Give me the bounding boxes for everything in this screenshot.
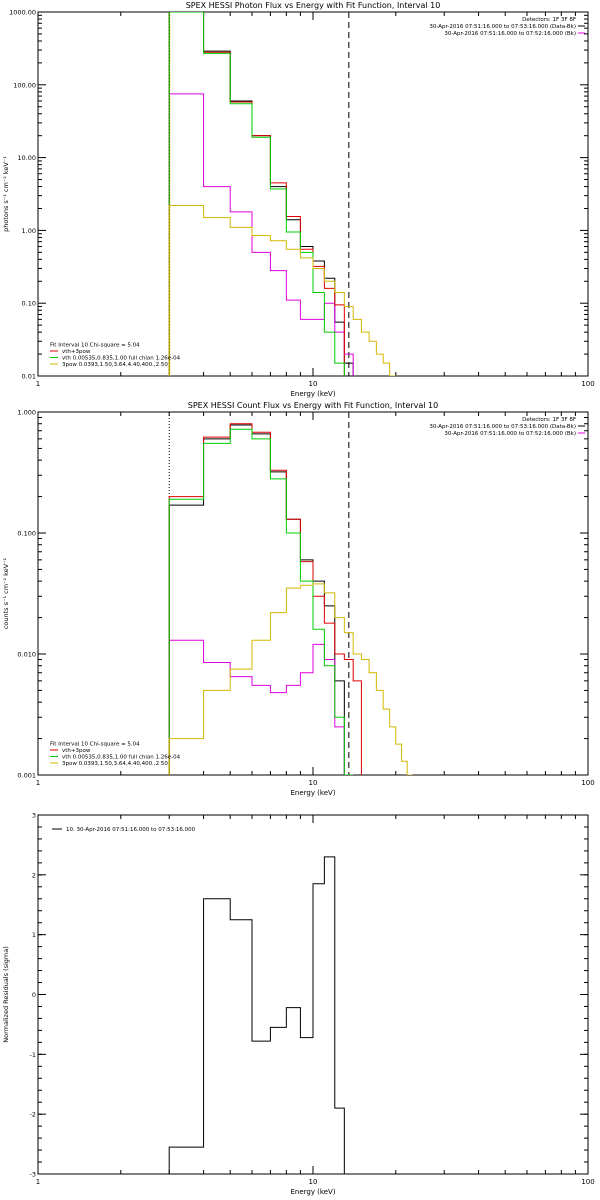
y-tick-label: 1000.00 bbox=[9, 9, 36, 17]
series-line-5 bbox=[168, 583, 413, 775]
legend-entry: vth+3pow bbox=[62, 349, 91, 355]
legend-entry: vth 0.00535,0.835,1.00 full chian 1.26e-… bbox=[62, 755, 181, 761]
header-line: Detectors: 1F 3F 8F bbox=[522, 417, 576, 423]
series-line-5 bbox=[168, 204, 396, 376]
y-axis-label: photons s⁻¹ cm⁻² keV⁻¹ bbox=[2, 156, 10, 232]
y-tick-label: 1.000 bbox=[17, 409, 36, 417]
series-group bbox=[168, 12, 396, 376]
plot-frame bbox=[37, 11, 589, 377]
series-line-1 bbox=[168, 856, 354, 1174]
chart-panel-3: 1 10 100 -3 -2 -1 0 1 2 3 Energy (keV) Normalized R… bbox=[2, 812, 595, 1197]
legend-entry: vth 0.00535,0.835,1.00 full chian 1.26e-… bbox=[62, 356, 181, 362]
series-line-4 bbox=[168, 428, 354, 775]
y-tick-label: 0.01 bbox=[22, 373, 36, 381]
series-line-1 bbox=[168, 424, 345, 775]
chart-panel-1: SPEX HESSI Photon Flux vs Energy with Fi… bbox=[2, 1, 595, 398]
x-axis-label: Energy (keV) bbox=[290, 390, 335, 398]
header-line: 30-Apr-2016 07:51:16.000 to 07:52:16.000… bbox=[444, 431, 576, 437]
legend-title: Fit Interval 10 Chi-square = 5.04 bbox=[50, 742, 140, 748]
header-line: Detectors: 1F 3F 8F bbox=[522, 17, 576, 23]
chart-title: SPEX HESSI Count Flux vs Energy with Fit… bbox=[188, 401, 439, 410]
y-tick-label: 0.100 bbox=[17, 530, 36, 538]
header-line: 30-Apr-2016 07:51:16.000 to 07:53:16.000… bbox=[429, 24, 576, 30]
x-tick-label: 100 bbox=[581, 380, 594, 388]
y-axis-label: Normalized Residuals (sigma) bbox=[2, 946, 10, 1043]
x-tick-label: 100 bbox=[581, 779, 594, 787]
x-tick-label: 10 bbox=[309, 779, 318, 787]
y-tick-label: 0.010 bbox=[17, 651, 36, 659]
header-line: 30-Apr-2016 07:51:16.000 to 07:52:16.000… bbox=[444, 31, 576, 37]
y-tick-label: -2 bbox=[30, 1111, 36, 1119]
x-tick-label: 10 bbox=[309, 1178, 318, 1186]
y-tick-label: 10.00 bbox=[17, 154, 36, 162]
x-tick-label: 100 bbox=[581, 1178, 594, 1186]
y-tick-label: 1.00 bbox=[22, 227, 36, 235]
y-tick-label: 0.10 bbox=[22, 300, 36, 308]
series-line-4 bbox=[168, 12, 345, 376]
y-tick-label: 100.00 bbox=[13, 81, 36, 89]
y-tick-label: 3 bbox=[32, 812, 36, 820]
x-tick-label: 1 bbox=[36, 1178, 40, 1186]
y-axis-label: counts s⁻¹ cm⁻² keV⁻¹ bbox=[2, 557, 10, 629]
y-tick-label: 2 bbox=[32, 871, 36, 879]
y-tick-label: 1 bbox=[32, 931, 36, 939]
header-line: 30-Apr-2016 07:51:16.000 to 07:53:16.000… bbox=[429, 424, 576, 430]
series-line-2 bbox=[168, 639, 354, 775]
x-tick-label: 1 bbox=[36, 779, 40, 787]
chart-title: SPEX HESSI Photon Flux vs Energy with Fi… bbox=[186, 1, 441, 10]
y-tick-label: 0.001 bbox=[17, 772, 36, 780]
legend-entry: 3pow 0.0393,1.50,3.64,4.40,400.,2.50 bbox=[62, 362, 168, 368]
series-group bbox=[168, 856, 354, 1174]
legend-entry: 3pow 0.0393,1.50,3.64,4.40,400.,2.50 bbox=[62, 761, 168, 767]
chart-panel-2: SPEX HESSI Count Flux vs Energy with Fit… bbox=[2, 401, 595, 797]
series-group bbox=[168, 423, 413, 775]
x-axis-label: Energy (keV) bbox=[290, 789, 335, 797]
legend-entry: 10. 30-Apr-2016 07:51:16.000 to 07:53:16… bbox=[66, 827, 196, 833]
x-axis-label: Energy (keV) bbox=[290, 1188, 335, 1196]
series-line-2 bbox=[168, 93, 354, 376]
series-line-1 bbox=[168, 12, 354, 376]
series-line-3 bbox=[168, 12, 345, 376]
series-line-3 bbox=[168, 423, 362, 775]
y-tick-label: 0 bbox=[32, 991, 36, 999]
legend-entry: vth+3pow bbox=[62, 748, 91, 754]
y-tick-label: -1 bbox=[30, 1051, 36, 1059]
x-tick-label: 1 bbox=[36, 380, 40, 388]
legend-title: Fit Interval 10 Chi-square = 5.04 bbox=[50, 343, 140, 349]
x-tick-label: 10 bbox=[309, 380, 318, 388]
y-tick-label: -3 bbox=[30, 1171, 36, 1179]
